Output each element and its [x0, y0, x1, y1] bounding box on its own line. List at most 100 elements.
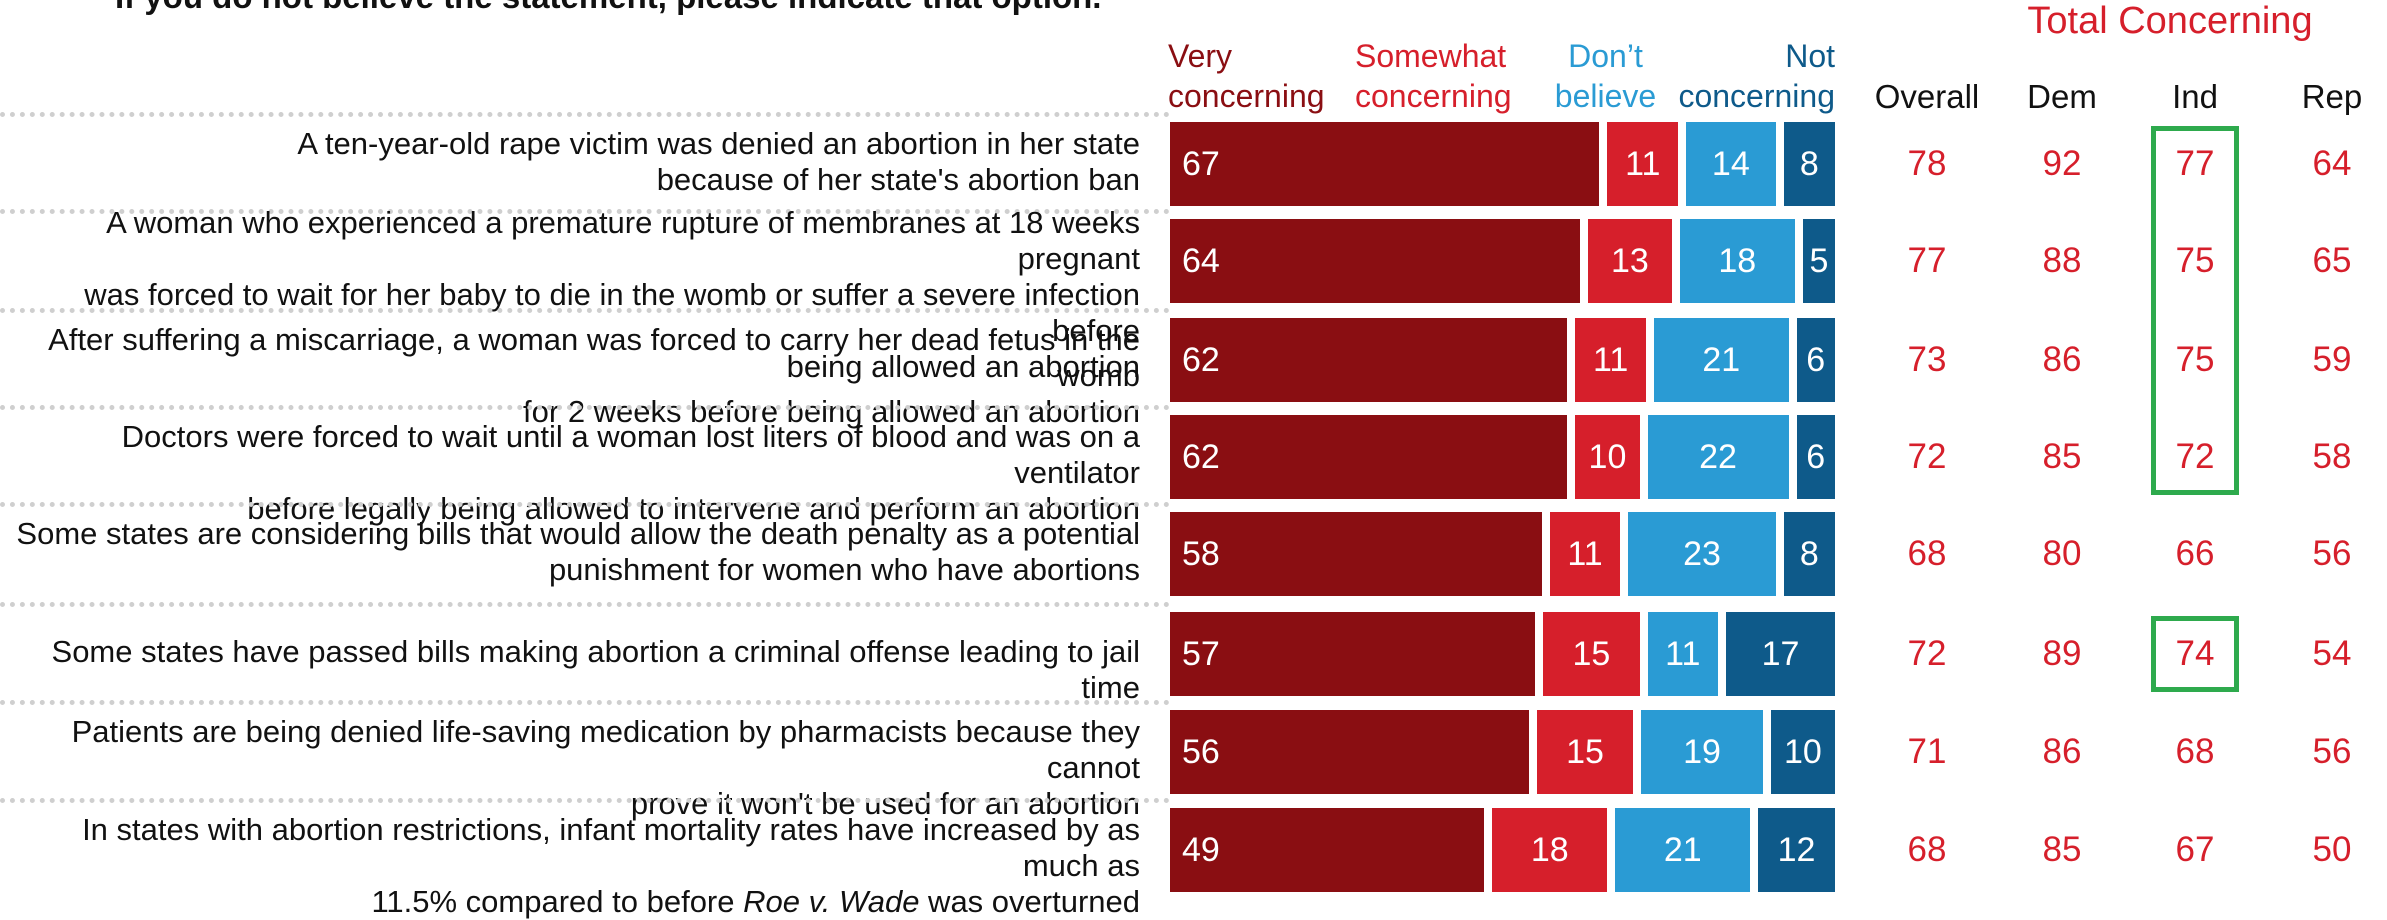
bar-segment-very: 62 [1170, 415, 1568, 499]
total-ind-value: 75 [2175, 241, 2215, 280]
bar-segment-not: 8 [1783, 512, 1835, 596]
total-dem-value: 92 [2042, 144, 2082, 183]
bar-segment-dont: 19 [1641, 710, 1763, 794]
row-label: Some states have passed bills making abo… [51, 634, 1140, 705]
bar-segment-very: 62 [1170, 318, 1568, 402]
row-label: A ten-year-old rape victim was denied an… [297, 126, 1140, 197]
row-separator [0, 798, 1170, 803]
total-dem-value: 89 [2042, 634, 2082, 673]
total-rep-value: 50 [2312, 830, 2352, 869]
total-overall-value: 72 [1907, 634, 1947, 673]
bar-segment-very: 64 [1170, 219, 1581, 303]
bar-segment-dont: 11 [1647, 612, 1719, 696]
legend-very: Very concerning [1168, 36, 1325, 116]
total-dem-value: 80 [2042, 534, 2082, 573]
total-dem-value: 85 [2042, 437, 2082, 476]
total-rep-value: 59 [2312, 340, 2352, 379]
group-header-dem: Dem [2027, 78, 2097, 115]
row-label: Patients are being denied life-saving me… [71, 714, 1140, 821]
total-dem-value: 86 [2042, 732, 2082, 771]
row-separator [0, 502, 1170, 507]
total-overall-value: 68 [1907, 830, 1947, 869]
bar-segment-dont: 23 [1628, 512, 1776, 596]
legend-not: Not concerning [1660, 36, 1835, 116]
bar-segment-somewhat: 13 [1588, 219, 1672, 303]
bar-segment-somewhat: 10 [1575, 415, 1640, 499]
legend-somewhat-line1: Somewhat [1355, 38, 1507, 74]
total-rep-value: 56 [2312, 732, 2352, 771]
bar-segment-not: 6 [1796, 415, 1835, 499]
total-ind-value: 72 [2175, 437, 2215, 476]
total-overall-value: 71 [1907, 732, 1947, 771]
bar-segment-very: 58 [1170, 512, 1542, 596]
row-label: After suffering a miscarriage, a woman w… [48, 322, 1140, 429]
group-header-rep: Rep [2301, 78, 2363, 115]
total-ind-value: 74 [2175, 634, 2215, 673]
row-label: Doctors were forced to wait until a woma… [121, 419, 1140, 526]
row-separator [0, 308, 1170, 313]
total-rep-value: 64 [2312, 144, 2352, 183]
bar-segment-not: 6 [1796, 318, 1835, 402]
legend-dont: Don’t believe [1553, 36, 1658, 116]
bar-segment-somewhat: 15 [1536, 710, 1634, 794]
legend-not-line2: concerning [1678, 78, 1835, 114]
total-rep-value: 54 [2312, 634, 2352, 673]
total-ind-value: 67 [2175, 830, 2215, 869]
row-separator [0, 209, 1170, 214]
legend-dont-line1: Don’t [1568, 38, 1643, 74]
bar-segment-dont: 22 [1647, 415, 1789, 499]
total-ind-value: 66 [2175, 534, 2215, 573]
bar-segment-dont: 21 [1653, 318, 1789, 402]
total-rep-value: 65 [2312, 241, 2352, 280]
row-separator [0, 602, 1170, 607]
bar-segment-dont: 14 [1685, 122, 1776, 206]
row-label: In states with abortion restrictions, in… [82, 812, 1140, 919]
legend-somewhat-line2: concerning [1355, 78, 1512, 114]
bar-segment-very: 56 [1170, 710, 1529, 794]
legend-very-line2: concerning [1168, 78, 1325, 114]
bar-segment-very: 57 [1170, 612, 1536, 696]
total-ind-value: 75 [2175, 340, 2215, 379]
bar-segment-not: 17 [1726, 612, 1835, 696]
bar-segment-very: 49 [1170, 808, 1485, 892]
bar-segment-somewhat: 11 [1575, 318, 1646, 402]
row-separator [0, 405, 1170, 410]
bar-segment-somewhat: 18 [1492, 808, 1608, 892]
bar-segment-dont: 21 [1615, 808, 1751, 892]
highlight-box [2151, 126, 2239, 495]
group-header-ind: Ind [2172, 78, 2218, 115]
total-dem-value: 85 [2042, 830, 2082, 869]
total-dem-value: 86 [2042, 340, 2082, 379]
row-label: A woman who experienced a premature rupt… [84, 205, 1140, 384]
total-overall-value: 72 [1907, 437, 1947, 476]
row-label: Some states are considering bills that w… [16, 516, 1140, 587]
bar-segment-very: 67 [1170, 122, 1600, 206]
bar-segment-somewhat: 11 [1549, 512, 1621, 596]
total-overall-value: 77 [1907, 241, 1947, 280]
group-header-overall: Overall [1874, 78, 1980, 115]
legend-dont-line2: believe [1554, 78, 1657, 114]
bar-segment-somewhat: 15 [1543, 612, 1640, 696]
bar-segment-not: 10 [1770, 710, 1835, 794]
survey-instruction: If you do not believe the statement, ple… [115, 0, 1101, 16]
total-overall-value: 78 [1907, 144, 1947, 183]
bar-segment-not: 8 [1783, 122, 1835, 206]
total-overall-value: 73 [1907, 340, 1947, 379]
total-ind-value: 77 [2175, 144, 2215, 183]
total-ind-value: 68 [2175, 732, 2215, 771]
legend-not-line1: Not [1785, 38, 1835, 74]
bar-segment-not: 12 [1758, 808, 1835, 892]
total-overall-value: 68 [1907, 534, 1947, 573]
highlight-box [2151, 616, 2239, 692]
total-concerning-title: Total Concerning [2027, 0, 2313, 42]
bar-segment-dont: 18 [1679, 219, 1795, 303]
row-separator [0, 700, 1170, 705]
row-separator [0, 112, 1170, 117]
total-rep-value: 58 [2312, 437, 2352, 476]
legend-very-line1: Very [1168, 38, 1233, 74]
bar-segment-somewhat: 11 [1607, 122, 1678, 206]
legend-somewhat: Somewhat concerning [1355, 36, 1512, 116]
bar-segment-not: 5 [1802, 219, 1835, 303]
total-dem-value: 88 [2042, 241, 2082, 280]
total-rep-value: 56 [2312, 534, 2352, 573]
